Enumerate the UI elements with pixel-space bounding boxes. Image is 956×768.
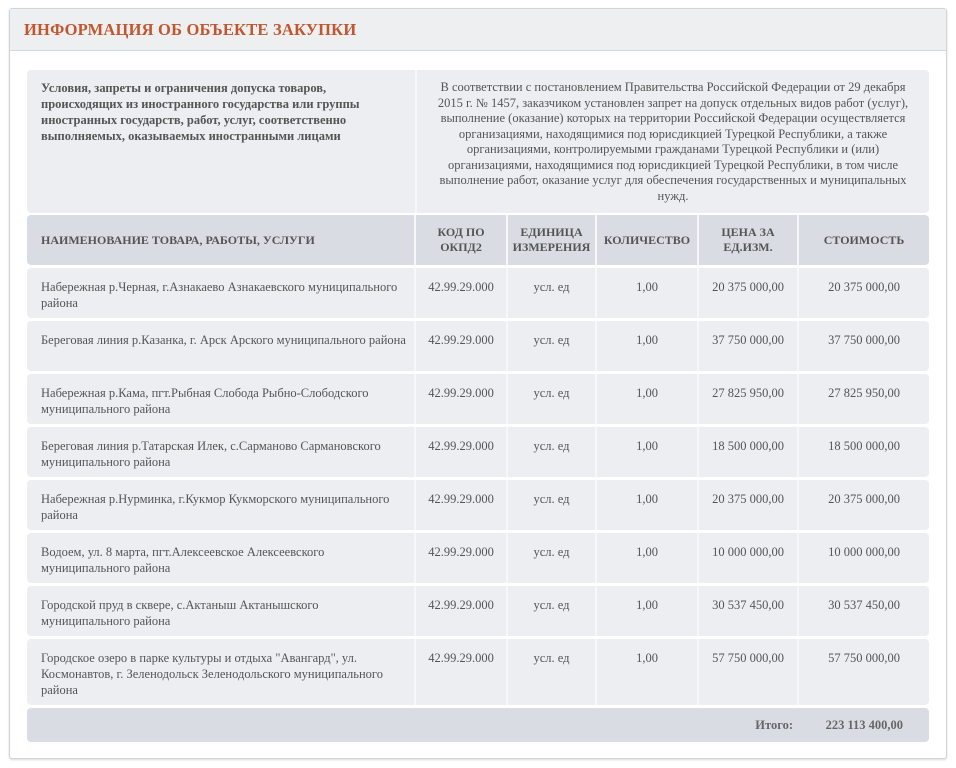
col-okpd2: КОД ПО ОКПД2 [416,215,508,265]
item-name: Набережная р.Кама, пгт.Рыбная Слобода Ры… [27,374,416,424]
quantity: 1,00 [597,533,699,583]
unit-price: 27 825 950,00 [699,374,799,424]
item-name: Береговая линия р.Казанка, г. Арск Арско… [27,321,416,371]
okpd2-code: 42.99.29.000 [416,374,508,424]
procurement-object-panel: ИНФОРМАЦИЯ ОБ ОБЪЕКТЕ ЗАКУПКИ Условия, з… [9,8,947,759]
unit: усл. ед [508,586,597,636]
item-name: Береговая линия р.Татарская Илек, с.Сарм… [27,427,416,477]
okpd2-code: 42.99.29.000 [416,480,508,530]
total-value: 223 113 400,00 [825,718,903,732]
item-name: Водоем, ул. 8 марта, пгт.Алексеевское Ал… [27,533,416,583]
cost: 30 537 450,00 [828,598,900,612]
cost: 20 375 000,00 [828,492,900,506]
okpd2-code: 42.99.29.000 [416,639,508,705]
quantity: 1,00 [597,321,699,371]
quantity: 1,00 [597,268,699,318]
col-quantity: КОЛИЧЕСТВО [597,215,699,265]
unit: усл. ед [508,480,597,530]
restrictions-info: Условия, запреты и ограничения допуска т… [27,70,929,213]
okpd2-code: 42.99.29.000 [416,533,508,583]
restrictions-label: Условия, запреты и ограничения допуска т… [27,70,417,213]
table-row: Набережная р.Нурминка, г.Кукмор Кукморск… [27,480,929,530]
unit-price: 20 375 000,00 [699,268,799,318]
col-name: НАИМЕНОВАНИЕ ТОВАРА, РАБОТЫ, УСЛУГИ [27,215,416,265]
panel-header: ИНФОРМАЦИЯ ОБ ОБЪЕКТЕ ЗАКУПКИ [10,9,946,51]
unit: усл. ед [508,374,597,424]
unit-price: 30 537 450,00 [699,586,799,636]
total-label: Итого: [755,718,793,732]
unit-price: 18 500 000,00 [699,427,799,477]
unit: усл. ед [508,533,597,583]
item-name: Набережная р.Черная, г.Азнакаево Азнакае… [27,268,416,318]
table-header: НАИМЕНОВАНИЕ ТОВАРА, РАБОТЫ, УСЛУГИ КОД … [27,215,929,265]
table-row: Водоем, ул. 8 марта, пгт.Алексеевское Ал… [27,533,929,583]
cost: 18 500 000,00 [828,439,900,453]
okpd2-code: 42.99.29.000 [416,586,508,636]
item-name: Городское озеро в парке культуры и отдых… [27,639,416,705]
unit: усл. ед [508,639,597,705]
okpd2-code: 42.99.29.000 [416,321,508,371]
quantity: 1,00 [597,374,699,424]
unit-price: 37 750 000,00 [699,321,799,371]
okpd2-code: 42.99.29.000 [416,427,508,477]
cost: 27 825 950,00 [828,386,900,400]
table-row: Городское озеро в парке культуры и отдых… [27,639,929,705]
quantity: 1,00 [597,639,699,705]
col-cost: СТОИМОСТЬ [823,232,905,247]
table-row: Береговая линия р.Казанка, г. Арск Арско… [27,321,929,371]
quantity: 1,00 [597,480,699,530]
unit-price: 20 375 000,00 [699,480,799,530]
col-unit-price: ЦЕНА ЗА ЕД.ИЗМ. [699,215,799,265]
unit-price: 57 750 000,00 [699,639,799,705]
quantity: 1,00 [597,586,699,636]
quantity: 1,00 [597,427,699,477]
unit: усл. ед [508,268,597,318]
cost: 37 750 000,00 [828,333,900,347]
cost: 10 000 000,00 [828,545,900,559]
unit: усл. ед [508,321,597,371]
cost: 57 750 000,00 [828,651,900,665]
unit-price: 10 000 000,00 [699,533,799,583]
table-row: Береговая линия р.Татарская Илек, с.Сарм… [27,427,929,477]
okpd2-code: 42.99.29.000 [416,268,508,318]
table-row: Набережная р.Черная, г.Азнакаево Азнакае… [27,268,929,318]
restrictions-value: В соответствии с постановлением Правител… [437,80,909,203]
unit: усл. ед [508,427,597,477]
panel-title: ИНФОРМАЦИЯ ОБ ОБЪЕКТЕ ЗАКУПКИ [24,19,357,39]
col-unit: ЕДИНИЦА ИЗМЕРЕНИЯ [508,215,597,265]
total-row: Итого: 223 113 400,00 [27,708,929,742]
table-row: Городской пруд в сквере, с.Актаныш Актан… [27,586,929,636]
table-row: Набережная р.Кама, пгт.Рыбная Слобода Ры… [27,374,929,424]
item-name: Городской пруд в сквере, с.Актаныш Актан… [27,586,416,636]
item-name: Набережная р.Нурминка, г.Кукмор Кукморск… [27,480,416,530]
cost: 20 375 000,00 [828,280,900,294]
